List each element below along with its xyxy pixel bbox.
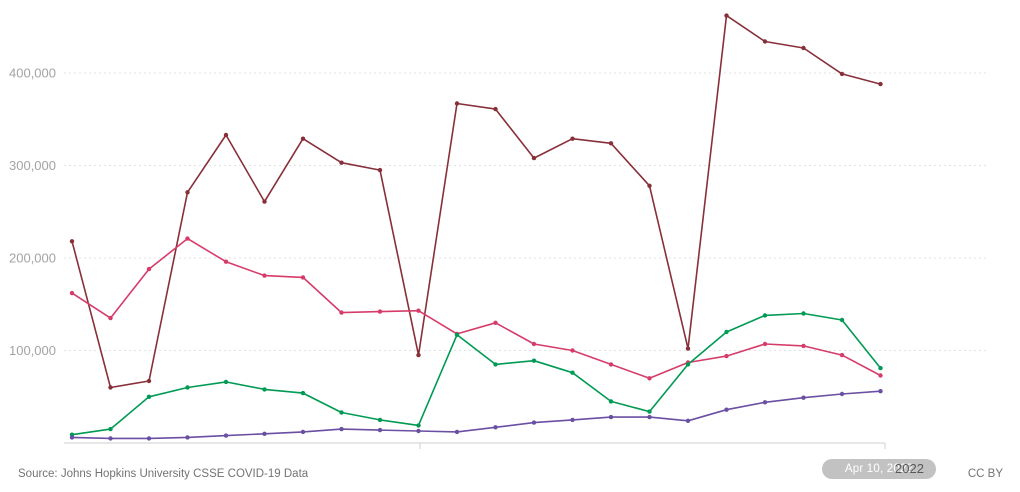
dark-red-series-line	[71, 14, 882, 389]
purple-series-point[interactable]	[108, 436, 113, 441]
purple-series-line	[71, 390, 882, 440]
purple-series-point[interactable]	[339, 426, 344, 432]
pink-series-point[interactable]	[300, 275, 306, 280]
pink-series-point[interactable]	[146, 266, 152, 272]
purple-series-point[interactable]	[608, 414, 614, 420]
x-axis-year-label: 2022	[895, 461, 924, 476]
green-series-point[interactable]	[262, 387, 267, 392]
pink-series-point[interactable]	[801, 343, 806, 349]
line-chart[interactable]: 100,000 200,000 300,000 400,000	[0, 0, 1020, 455]
purple-series-point[interactable]	[570, 417, 575, 423]
purple-series-point[interactable]	[69, 435, 75, 440]
purple-series-point[interactable]	[762, 400, 768, 405]
dark-red-series-point[interactable]	[878, 81, 883, 87]
green-series-point[interactable]	[146, 394, 152, 399]
dark-red-series-point[interactable]	[69, 239, 75, 244]
pink-series-point[interactable]	[531, 341, 537, 347]
green-series-point[interactable]	[801, 311, 806, 316]
purple-series-point[interactable]	[300, 429, 306, 435]
y-axis-tick-label: 400,000	[9, 66, 56, 81]
dark-red-series-point[interactable]	[608, 141, 614, 146]
dark-red-series-point[interactable]	[377, 167, 383, 173]
pink-series-point[interactable]	[339, 310, 344, 315]
timeline-date-badge[interactable]: Apr 10, 2022	[822, 459, 936, 479]
purple-series-point[interactable]	[416, 428, 421, 434]
pink-series-point[interactable]	[108, 315, 113, 321]
source-note: Source: Johns Hopkins University CSSE CO…	[18, 468, 309, 480]
dark-red-series-point[interactable]	[647, 183, 652, 188]
green-series-point[interactable]	[724, 329, 729, 335]
green-series-point[interactable]	[185, 385, 190, 390]
green-series-point[interactable]	[531, 358, 537, 363]
green-series-line	[71, 312, 882, 436]
green-series-point[interactable]	[223, 379, 229, 385]
purple-series-point[interactable]	[878, 389, 883, 394]
green-series-point[interactable]	[339, 410, 344, 415]
purple-series-point[interactable]	[377, 427, 383, 433]
green-series-point[interactable]	[685, 362, 691, 367]
dark-red-series-point[interactable]	[762, 39, 768, 44]
pink-series-point[interactable]	[416, 308, 421, 313]
green-series-point[interactable]	[416, 423, 421, 428]
y-axis-tick-label: 300,000	[9, 158, 56, 173]
purple-series-point[interactable]	[262, 431, 267, 436]
dark-red-series-point[interactable]	[454, 101, 460, 106]
dark-red-series-point[interactable]	[108, 385, 113, 390]
dark-red-series-point[interactable]	[839, 71, 845, 77]
green-series-point[interactable]	[839, 317, 845, 323]
purple-series-point[interactable]	[493, 425, 498, 430]
green-series-point[interactable]	[878, 365, 883, 371]
purple-series-point[interactable]	[724, 407, 729, 412]
green-series-point[interactable]	[762, 313, 768, 318]
green-series-point[interactable]	[108, 426, 113, 432]
dark-red-series-point[interactable]	[801, 45, 806, 51]
dark-red-series-point[interactable]	[223, 132, 229, 138]
pink-series-point[interactable]	[878, 373, 883, 378]
pink-series-point[interactable]	[608, 362, 614, 367]
pink-series-point[interactable]	[839, 352, 845, 358]
pink-series-point[interactable]	[724, 353, 729, 359]
dark-red-series-point[interactable]	[724, 13, 729, 18]
dark-red-series-point[interactable]	[300, 136, 306, 141]
purple-series-point[interactable]	[223, 433, 229, 438]
pink-series-point[interactable]	[493, 320, 498, 325]
pink-series-line	[71, 237, 882, 380]
purple-series-point[interactable]	[839, 391, 845, 397]
dark-red-series-point[interactable]	[685, 346, 691, 351]
purple-series-point[interactable]	[185, 435, 190, 440]
purple-series-point[interactable]	[801, 395, 806, 400]
green-series-point[interactable]	[608, 399, 614, 404]
dark-red-series-point[interactable]	[531, 155, 537, 161]
y-axis-tick-label: 100,000	[9, 343, 56, 358]
dark-red-series-point[interactable]	[570, 136, 575, 141]
pink-series-point[interactable]	[69, 290, 75, 296]
pink-series-point[interactable]	[377, 309, 383, 314]
pink-series-point[interactable]	[647, 376, 652, 381]
purple-series-point[interactable]	[647, 414, 652, 420]
pink-series-point[interactable]	[223, 259, 229, 264]
license-link[interactable]: CC BY	[967, 468, 1003, 480]
dark-red-series-point[interactable]	[339, 160, 344, 165]
green-series-point[interactable]	[570, 370, 575, 375]
purple-series-point[interactable]	[685, 418, 691, 423]
pink-series-point[interactable]	[570, 348, 575, 353]
dark-red-series-point[interactable]	[185, 190, 190, 195]
green-series-point[interactable]	[493, 362, 498, 367]
pink-series-point[interactable]	[762, 341, 768, 347]
purple-series-point[interactable]	[454, 429, 460, 435]
green-series-point[interactable]	[454, 332, 460, 337]
pink-series-point[interactable]	[185, 236, 190, 241]
dark-red-series-point[interactable]	[146, 378, 152, 384]
pink-series-point[interactable]	[262, 273, 267, 278]
dark-red-series-point[interactable]	[262, 199, 267, 204]
dark-red-series-point[interactable]	[416, 352, 421, 358]
green-series-point[interactable]	[300, 390, 306, 396]
y-axis-tick-label: 200,000	[9, 251, 56, 266]
dark-red-series-point[interactable]	[493, 106, 498, 112]
purple-series-point[interactable]	[146, 436, 152, 441]
purple-series-point[interactable]	[531, 420, 537, 425]
green-series-point[interactable]	[377, 417, 383, 423]
green-series-point[interactable]	[647, 409, 652, 414]
